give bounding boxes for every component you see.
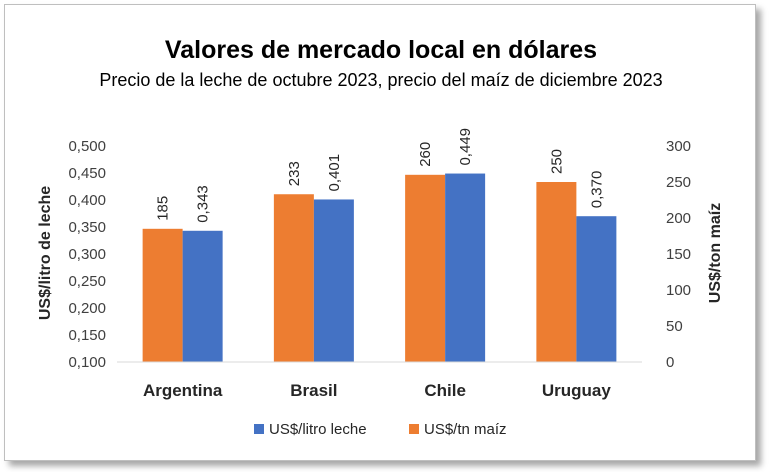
y-tick-label: 0,350: [68, 219, 106, 236]
x-category-label: Brasil: [290, 381, 337, 400]
bar-maiz-chile: [405, 174, 446, 362]
y-axis-label: US$/litro de leche: [37, 186, 54, 320]
data-label-leche: 0,370: [588, 171, 605, 209]
data-label-maiz: 260: [417, 142, 434, 167]
data-label-leche: 0,449: [457, 128, 474, 166]
x-axis-categories: Argentina Brasil Chile Uruguay: [143, 381, 611, 400]
y2-tick-label: 150: [666, 246, 691, 263]
y-tick-label: 0,500: [68, 138, 106, 155]
data-labels: 185 0,343 233 0,401 260 0,449 250 0,370: [155, 128, 606, 223]
chart-subtitle: Precio de la leche de octubre 2023, prec…: [99, 70, 662, 90]
y2-tick-label: 200: [666, 210, 691, 227]
legend-swatch: [254, 424, 264, 434]
x-category-label: Uruguay: [542, 381, 612, 400]
y-tick-label: 0,400: [68, 192, 106, 209]
data-label-maiz: 250: [548, 149, 565, 174]
bars: [142, 173, 617, 362]
y2-tick-label: 100: [666, 282, 691, 299]
data-label-maiz: 185: [155, 196, 172, 221]
bar-maiz-brasil: [273, 194, 314, 362]
bar-leche-argentina: [182, 230, 223, 362]
legend-item-label: US$/litro leche: [269, 421, 367, 438]
y-tick-label: 0,150: [68, 327, 106, 344]
data-label-maiz: 233: [286, 161, 303, 186]
y-tick-label: 0,300: [68, 246, 106, 263]
y-tick-label: 0,100: [68, 354, 106, 371]
y2-tick-label: 300: [666, 138, 691, 155]
legend-item-label: US$/tn maíz: [424, 421, 507, 438]
data-label-leche: 0,343: [195, 185, 212, 223]
bar-leche-chile: [445, 173, 486, 362]
bar-maiz-uruguay: [536, 182, 577, 362]
x-category-label: Chile: [424, 381, 466, 400]
bar-leche-uruguay: [576, 216, 617, 362]
y2-axis-label: US$/ton maíz: [707, 203, 724, 303]
y2-axis-ticks: 0 50 100 150 200 250 300: [666, 138, 691, 371]
x-category-label: Argentina: [143, 381, 223, 400]
y2-tick-label: 250: [666, 174, 691, 191]
y2-tick-label: 50: [666, 318, 683, 335]
chart-title: Valores de mercado local en dólares: [165, 36, 597, 64]
legend: US$/litro leche US$/tn maíz: [254, 421, 507, 438]
y-tick-label: 0,200: [68, 300, 106, 317]
y-axis-ticks: 0,100 0,150 0,200 0,250 0,300 0,350 0,400 0,450…: [68, 138, 106, 371]
y2-tick-label: 0: [666, 354, 674, 371]
chart-frame: [4, 4, 756, 461]
data-label-leche: 0,401: [326, 154, 343, 192]
bar-leche-brasil: [313, 199, 354, 362]
y-tick-label: 0,450: [68, 165, 106, 182]
y-tick-label: 0,250: [68, 273, 106, 290]
bar-maiz-argentina: [142, 228, 183, 362]
legend-swatch: [409, 424, 419, 434]
